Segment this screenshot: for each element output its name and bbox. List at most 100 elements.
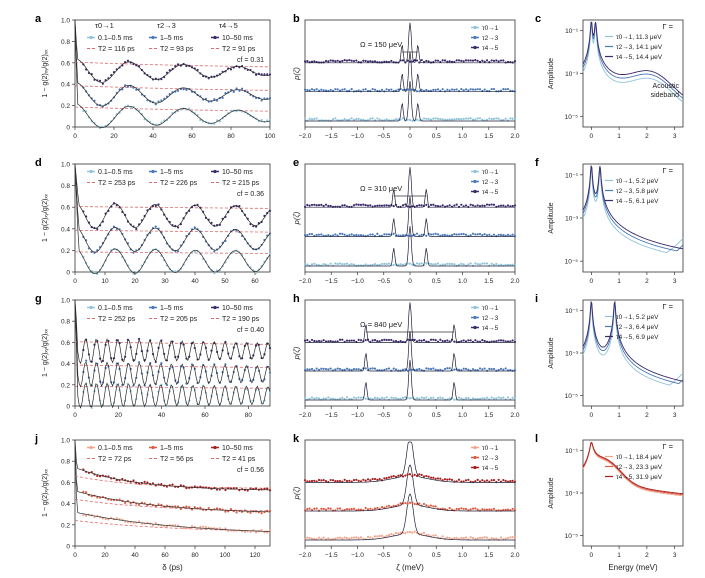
spectrum-point-e	[436, 233, 440, 236]
data-point-g	[126, 382, 130, 385]
spectrum-point-e	[415, 262, 419, 265]
spectrum-point-e	[485, 234, 489, 237]
spectrum-point-b	[420, 58, 423, 62]
spectrum-point-h	[308, 397, 311, 400]
spectrum-point-k	[415, 474, 419, 478]
spectrum-point-h	[497, 339, 500, 342]
spectrum-point-k	[336, 507, 339, 510]
spectrum-point-h	[359, 396, 363, 399]
legend-marker-h	[473, 305, 477, 310]
spectrum-point-h	[462, 339, 465, 342]
spectrum-point-b	[427, 60, 430, 63]
spectrum-point-b	[483, 88, 486, 91]
spectrum-point-h	[371, 367, 374, 370]
spectrum-point-h	[320, 398, 323, 401]
spectrum-point-e	[397, 263, 400, 266]
data-point-j	[165, 485, 169, 488]
spectrum-point-h	[338, 367, 342, 371]
spectrum-point-k	[476, 537, 479, 540]
spectrum-point-b	[378, 61, 381, 64]
spectrum-point-e	[357, 234, 360, 237]
spectrum-point-e	[364, 204, 367, 207]
spectrum-point-h	[406, 397, 409, 400]
x-tick-label-g: 20	[115, 412, 123, 419]
spectrum-point-e	[436, 204, 440, 208]
spectrum-point-b	[352, 118, 356, 121]
spectrum-point-b	[348, 118, 351, 121]
spectrum-point-b	[343, 117, 346, 121]
spectrum-point-b	[483, 60, 486, 63]
gamma-title-c: Γ =	[662, 22, 673, 31]
spectrum-point-h	[506, 340, 510, 343]
spectrum-point-k	[366, 508, 370, 511]
spectrum-point-e	[476, 233, 479, 236]
spectrum-point-e	[418, 204, 421, 207]
amplitude-curve-i	[582, 301, 684, 384]
spectrum-point-e	[387, 204, 391, 207]
spectrum-point-e	[408, 262, 412, 265]
spectrum-point-b	[315, 88, 318, 91]
spectrum-point-b	[418, 119, 421, 122]
spectrum-point-k	[366, 535, 370, 538]
x-tick-label-b: 1.0	[458, 133, 467, 140]
spectrum-point-h	[441, 339, 444, 343]
spectrum-point-b	[509, 89, 512, 92]
spectrum-point-e	[436, 262, 440, 265]
spectrum-point-b	[315, 117, 318, 120]
spectrum-point-e	[341, 262, 344, 266]
spectrum-point-e	[352, 234, 356, 237]
spectrum-point-b	[369, 60, 372, 63]
spectrum-point-k	[485, 479, 489, 482]
data-point-a	[235, 87, 238, 90]
y-tick-label-j: 0	[66, 544, 70, 551]
spectrum-point-h	[401, 396, 405, 399]
spectrum-point-e	[504, 263, 507, 267]
x-tick-label-e: 1.0	[458, 278, 467, 285]
spectrum-point-k	[453, 536, 456, 540]
x-tick-label-j: 40	[131, 552, 139, 559]
legend-t2-j: T2 = 41 ps	[222, 456, 256, 463]
legend-marker-g	[213, 305, 217, 310]
spectrum-point-e	[490, 262, 493, 265]
data-point-j	[266, 509, 269, 512]
spectrum-point-e	[327, 233, 330, 237]
spectrum-point-e	[306, 233, 309, 237]
spectrum-point-k	[446, 478, 449, 481]
spectrum-point-k	[313, 507, 316, 510]
legend-label-f: τ0→1, 5.2 μeV	[616, 178, 659, 185]
legend-t2-d: T2 = 215 ps	[222, 180, 260, 187]
amplitude-curve-c	[582, 21, 684, 99]
spectrum-point-e	[408, 234, 412, 238]
spectrum-point-k	[399, 502, 402, 505]
data-point-d	[254, 225, 258, 228]
spectrum-point-k	[336, 480, 339, 483]
spectrum-point-b	[408, 60, 412, 63]
spectrum-point-h	[404, 396, 407, 399]
spectrum-point-h	[422, 396, 426, 400]
spectrum-point-e	[350, 233, 353, 236]
spectrum-point-b	[357, 117, 360, 120]
data-point-a	[260, 99, 263, 102]
y-tick-label-i: 10⁻¹	[565, 308, 579, 315]
spectrum-point-k	[502, 478, 505, 482]
spectrum-point-b	[497, 117, 500, 120]
spectrum-point-h	[306, 368, 309, 371]
spectrum-point-e	[306, 263, 309, 266]
spectrum-point-h	[485, 396, 489, 399]
data-point-j	[249, 511, 252, 514]
spectrum-point-e	[483, 233, 486, 236]
fit-curve-j	[74, 439, 270, 491]
spectrum-point-b	[492, 117, 496, 121]
legend-label-e: τ0→1	[482, 169, 499, 176]
spectrum-point-e	[499, 204, 503, 207]
spectrum-point-b	[355, 117, 358, 121]
legend-t2-a: T2 = 91 ps	[222, 46, 256, 53]
spectrum-point-e	[324, 203, 328, 206]
legend-range-a: 1–5 ms	[160, 35, 183, 42]
spectrum-point-h	[369, 367, 372, 370]
spectrum-point-b	[336, 88, 339, 91]
spectrum-point-b	[469, 117, 472, 120]
spectrum-point-k	[313, 479, 316, 482]
fit-curve-g	[74, 299, 271, 388]
spectrum-point-k	[320, 507, 323, 510]
